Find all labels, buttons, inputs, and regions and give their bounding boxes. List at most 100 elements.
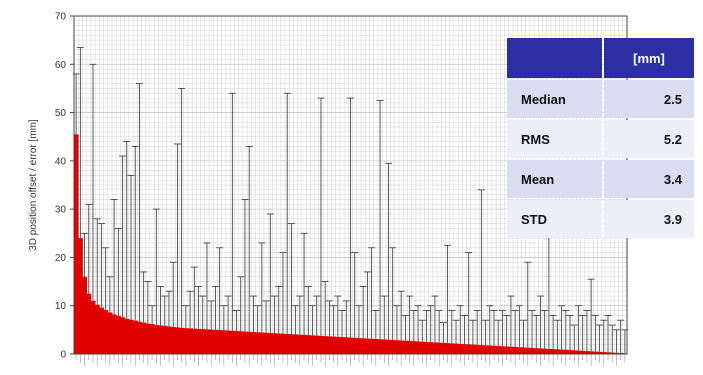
error-bars-group <box>72 46 629 354</box>
bar <box>437 342 442 354</box>
bar <box>534 348 539 354</box>
stats-table: [mm] Median 2.5 RMS 5.2 Mean 3.4 STD 3.9 <box>505 36 696 240</box>
bar <box>555 349 560 354</box>
y-tick-label: 60 <box>55 60 67 71</box>
bar <box>399 340 404 354</box>
y-tick-label: 70 <box>55 12 67 23</box>
bar <box>297 334 303 354</box>
bar <box>356 338 362 354</box>
bar <box>508 346 514 354</box>
bar <box>301 334 307 354</box>
bar <box>483 345 489 354</box>
bar <box>318 335 324 354</box>
y-axis-ticks: 0 10 20 30 40 50 60 70 <box>55 12 74 361</box>
stats-table-unit-header: [mm] <box>604 38 694 78</box>
bar <box>103 310 109 354</box>
bar <box>310 335 316 354</box>
bar <box>120 317 126 354</box>
bar <box>175 327 180 354</box>
stats-row-mean: Mean 3.4 <box>507 160 694 198</box>
bar <box>344 337 349 354</box>
bar <box>605 352 611 354</box>
bar <box>221 330 227 354</box>
bar <box>390 339 396 354</box>
y-tick-label: 50 <box>55 108 67 119</box>
bar <box>470 344 476 354</box>
bar <box>171 326 176 354</box>
bar <box>377 339 383 354</box>
y-tick-label: 10 <box>55 301 67 312</box>
bar <box>572 350 577 354</box>
bar <box>272 333 278 354</box>
bar <box>314 335 320 354</box>
bar <box>213 329 218 354</box>
bar <box>289 334 294 354</box>
bar <box>323 336 328 354</box>
bar <box>154 325 159 354</box>
bar <box>280 333 286 354</box>
bar <box>204 329 210 354</box>
bar <box>268 332 273 354</box>
bar <box>162 325 168 354</box>
bar <box>247 331 252 354</box>
stats-label-median: Median <box>507 80 602 118</box>
bar <box>209 329 214 354</box>
bar <box>441 342 446 354</box>
bar <box>517 347 522 354</box>
stats-value-median: 2.5 <box>604 80 694 118</box>
bar <box>255 332 261 354</box>
bar <box>331 336 337 354</box>
bar <box>365 338 370 354</box>
bar <box>394 340 400 354</box>
bar <box>327 336 332 354</box>
bar <box>563 349 569 354</box>
bar <box>200 329 206 354</box>
bar <box>251 332 256 354</box>
stats-label-mean: Mean <box>507 160 602 198</box>
bar <box>559 349 565 354</box>
bar <box>407 340 413 354</box>
bar <box>415 341 421 354</box>
bar <box>432 342 438 354</box>
bar <box>149 324 155 354</box>
bar <box>496 346 501 354</box>
bar <box>352 337 358 354</box>
bar <box>145 323 151 354</box>
bar <box>242 331 248 354</box>
bar <box>403 340 408 354</box>
stats-label-std: STD <box>507 200 602 238</box>
bar <box>487 345 493 354</box>
bar <box>187 328 193 354</box>
bar <box>445 343 451 354</box>
bar <box>361 338 366 354</box>
stats-row-std: STD 3.9 <box>507 200 694 238</box>
bar <box>259 332 265 354</box>
bar <box>589 351 594 354</box>
stats-label-rms: RMS <box>507 120 602 158</box>
bar <box>238 331 244 354</box>
bar <box>141 322 147 354</box>
bar <box>538 348 543 354</box>
bar <box>276 333 282 354</box>
bar <box>420 341 425 354</box>
bar <box>500 346 505 354</box>
stats-value-rms: 5.2 <box>604 120 694 158</box>
bar <box>111 314 117 354</box>
bar <box>373 339 379 354</box>
bar <box>521 347 527 354</box>
bar <box>567 350 573 354</box>
bar <box>462 344 467 354</box>
y-tick-label: 20 <box>55 253 67 264</box>
bar <box>542 348 548 354</box>
bar <box>183 328 189 354</box>
bar <box>95 304 100 354</box>
bar <box>230 330 235 354</box>
bar <box>449 343 455 354</box>
bar <box>597 351 603 354</box>
bar <box>546 348 552 354</box>
bar <box>335 336 341 354</box>
bar <box>424 341 429 354</box>
bar <box>128 319 134 354</box>
bar <box>475 344 480 354</box>
bar <box>293 334 299 354</box>
